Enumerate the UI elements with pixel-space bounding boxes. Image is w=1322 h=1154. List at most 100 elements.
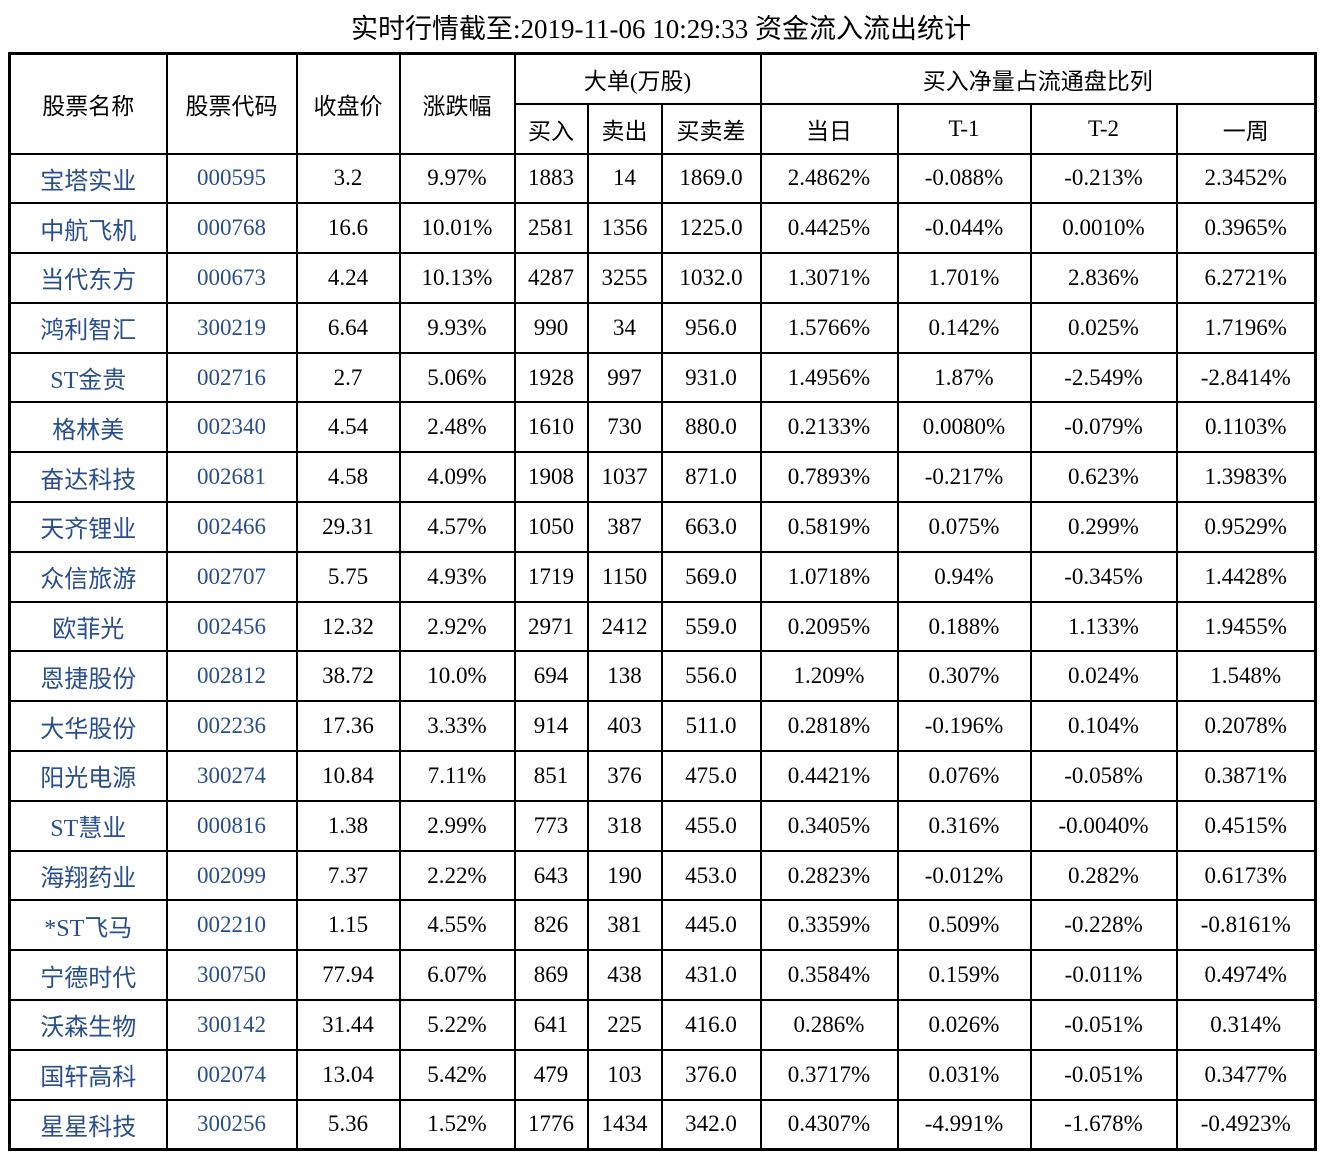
cell-ratio-t2: 0.025% xyxy=(1029,301,1178,354)
cell-buy-sell-diff: 511.0 xyxy=(660,700,762,753)
cell-change-pct: 4.57% xyxy=(398,501,516,553)
cell-buy-sell-diff: 880.0 xyxy=(660,401,762,454)
cell-ratio-week: 1.7196% xyxy=(1175,301,1317,354)
cell-stock-code: 002210 xyxy=(165,899,298,952)
cell-ratio-t1: 0.188% xyxy=(896,600,1032,653)
cell-stock-code: 000673 xyxy=(165,252,298,304)
cell-ratio-week: 0.314% xyxy=(1175,999,1317,1051)
cell-change-pct: 10.0% xyxy=(398,650,516,703)
cell-buy-sell-diff: 556.0 xyxy=(660,650,762,703)
table-row: ST金贵 002716 2.7 5.06% 1928 997 931.0 1.4956% 1.8… xyxy=(8,351,1317,404)
cell-stock-code: 002074 xyxy=(165,1048,298,1101)
cell-big-buy: 2971 xyxy=(513,600,589,653)
cell-change-pct: 9.93% xyxy=(398,301,516,354)
cell-big-sell: 438 xyxy=(586,949,663,1002)
cell-stock-code: 002716 xyxy=(165,351,298,404)
cell-ratio-t2: -0.051% xyxy=(1029,1048,1178,1101)
cell-stock-name: 宝塔实业 xyxy=(8,152,168,205)
cell-stock-code: 300219 xyxy=(165,301,298,354)
cell-ratio-t1: -0.088% xyxy=(896,152,1032,205)
cell-ratio-t2: -0.213% xyxy=(1029,152,1178,205)
cell-ratio-day: 0.286% xyxy=(759,999,899,1051)
cell-ratio-day: 1.209% xyxy=(759,650,899,703)
cell-ratio-t1: 0.075% xyxy=(896,501,1032,553)
cell-buy-sell-diff: 956.0 xyxy=(660,301,762,354)
cell-ratio-week: 1.4428% xyxy=(1175,550,1317,603)
cell-change-pct: 1.52% xyxy=(398,1098,516,1151)
cell-big-buy: 826 xyxy=(513,899,589,952)
page-title: 实时行情截至:2019-11-06 10:29:33 资金流入流出统计 xyxy=(351,14,971,44)
cell-change-pct: 2.22% xyxy=(398,849,516,902)
cell-stock-name: 大华股份 xyxy=(8,700,168,753)
cell-stock-code: 000768 xyxy=(165,202,298,255)
cell-close-price: 38.72 xyxy=(295,650,401,703)
cell-buy-sell-diff: 453.0 xyxy=(660,849,762,902)
cell-buy-sell-diff: 663.0 xyxy=(660,501,762,553)
cell-big-buy: 1050 xyxy=(513,501,589,553)
cell-ratio-week: -0.8161% xyxy=(1175,899,1317,952)
cell-ratio-t1: 0.031% xyxy=(896,1048,1032,1101)
cell-stock-code: 002340 xyxy=(165,401,298,454)
cell-change-pct: 2.48% xyxy=(398,401,516,454)
cell-buy-sell-diff: 1225.0 xyxy=(660,202,762,255)
cell-big-buy: 1610 xyxy=(513,401,589,454)
cell-stock-code: 002456 xyxy=(165,600,298,653)
cell-stock-code: 300274 xyxy=(165,750,298,802)
cell-big-sell: 376 xyxy=(586,750,663,802)
cell-close-price: 77.94 xyxy=(295,949,401,1002)
cell-ratio-t2: 0.282% xyxy=(1029,849,1178,902)
table-row: 欧菲光 002456 12.32 2.92% 2971 2412 559.0 0.2095% 0… xyxy=(8,600,1317,653)
cell-ratio-week: 6.2721% xyxy=(1175,252,1317,304)
cell-close-price: 17.36 xyxy=(295,700,401,753)
cell-buy-sell-diff: 376.0 xyxy=(660,1048,762,1101)
cell-close-price: 4.54 xyxy=(295,401,401,454)
cell-close-price: 1.15 xyxy=(295,899,401,952)
cell-change-pct: 5.22% xyxy=(398,999,516,1051)
cell-ratio-day: 0.5819% xyxy=(759,501,899,553)
cell-ratio-t1: 1.87% xyxy=(896,351,1032,404)
cell-ratio-t1: -0.012% xyxy=(896,849,1032,902)
cell-big-buy: 1908 xyxy=(513,451,589,504)
cell-close-price: 16.6 xyxy=(295,202,401,255)
cell-big-buy: 1776 xyxy=(513,1098,589,1151)
cell-ratio-day: 0.4421% xyxy=(759,750,899,802)
table-row: 阳光电源 300274 10.84 7.11% 851 376 475.0 0.4421% 0.… xyxy=(8,750,1317,802)
cell-ratio-week: -2.8414% xyxy=(1175,351,1317,404)
cell-ratio-week: 1.3983% xyxy=(1175,451,1317,504)
cell-change-pct: 10.01% xyxy=(398,202,516,255)
cell-ratio-day: 0.2818% xyxy=(759,700,899,753)
table-row: 众信旅游 002707 5.75 4.93% 1719 1150 569.0 1.0718% 0… xyxy=(8,550,1317,603)
cell-ratio-week: 0.4974% xyxy=(1175,949,1317,1002)
cell-stock-code: 002812 xyxy=(165,650,298,703)
cell-close-price: 3.2 xyxy=(295,152,401,205)
cell-change-pct: 6.07% xyxy=(398,949,516,1002)
cell-big-buy: 641 xyxy=(513,999,589,1051)
cell-ratio-t2: -0.0040% xyxy=(1029,799,1178,852)
cell-ratio-day: 1.3071% xyxy=(759,252,899,304)
cell-buy-sell-diff: 931.0 xyxy=(660,351,762,404)
header-t1: T-1 xyxy=(896,102,1032,155)
cell-big-sell: 1150 xyxy=(586,550,663,603)
table-row: 中航飞机 000768 16.6 10.01% 2581 1356 1225.0 0.4425… xyxy=(8,202,1317,255)
cell-change-pct: 3.33% xyxy=(398,700,516,753)
cell-ratio-day: 0.4425% xyxy=(759,202,899,255)
cell-big-buy: 990 xyxy=(513,301,589,354)
cell-ratio-t1: 0.076% xyxy=(896,750,1032,802)
table-row: 大华股份 002236 17.36 3.33% 914 403 511.0 0.2818% -0… xyxy=(8,700,1317,753)
cell-ratio-t1: 1.701% xyxy=(896,252,1032,304)
cell-big-sell: 1356 xyxy=(586,202,663,255)
cell-change-pct: 5.06% xyxy=(398,351,516,404)
cell-buy-sell-diff: 569.0 xyxy=(660,550,762,603)
cell-big-sell: 34 xyxy=(586,301,663,354)
cell-ratio-t1: 0.142% xyxy=(896,301,1032,354)
cell-ratio-t2: 1.133% xyxy=(1029,600,1178,653)
cell-close-price: 31.44 xyxy=(295,999,401,1051)
cell-stock-code: 002707 xyxy=(165,550,298,603)
cell-ratio-week: 0.4515% xyxy=(1175,799,1317,852)
cell-stock-code: 002236 xyxy=(165,700,298,753)
table-row: 恩捷股份 002812 38.72 10.0% 694 138 556.0 1.209% 0.3… xyxy=(8,650,1317,703)
cell-big-sell: 997 xyxy=(586,351,663,404)
cell-big-buy: 643 xyxy=(513,849,589,902)
cell-stock-name: 沃森生物 xyxy=(8,999,168,1051)
cell-stock-name: 中航飞机 xyxy=(8,202,168,255)
